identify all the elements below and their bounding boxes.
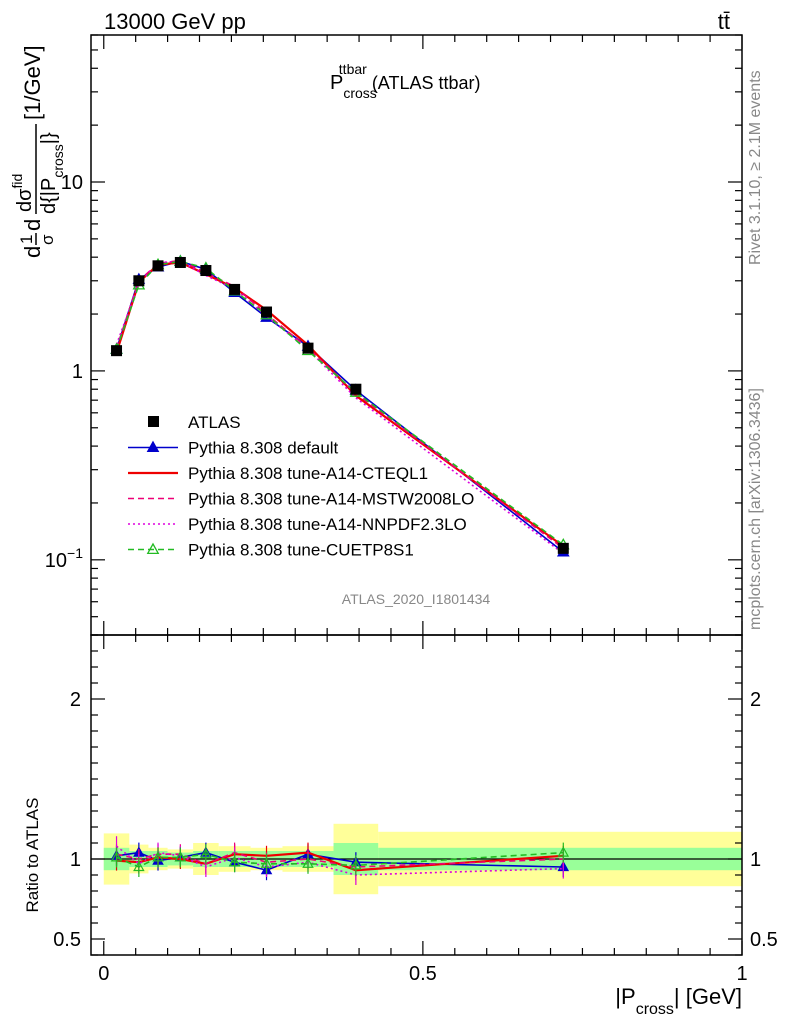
svg-text:1: 1	[17, 235, 36, 244]
legend-marker-data	[148, 416, 159, 427]
ratio-line-2	[116, 851, 564, 868]
legend-marker-4	[146, 542, 160, 554]
ratio-line-3	[116, 845, 564, 876]
legend-label-2: Pythia 8.308 tune-A14-MSTW2008LO	[188, 490, 474, 509]
ratio-y-tick-label-right-0: 0.5	[750, 929, 778, 951]
ratio-marker-4-9	[557, 846, 570, 857]
svg-text:dσfid: dσfid	[9, 174, 36, 212]
svg-text:d: d	[20, 219, 45, 231]
ratio-y-tick-label-left-0: 0.5	[53, 929, 81, 951]
legend-label-3: Pythia 8.308 tune-A14-NNPDF2.3LO	[188, 515, 467, 534]
x-tick-label-0: 0	[98, 963, 109, 985]
ratio-y-tick-label-left-2: 2	[70, 689, 81, 711]
ratio-marker-4-5	[228, 855, 241, 867]
ratio-marker-4-3	[174, 851, 187, 862]
legend-label-data: ATLAS	[188, 413, 241, 432]
ratio-line-4	[116, 851, 564, 868]
data-point-7	[302, 342, 314, 354]
ratio-panel: 0 0.5 10.5 0.51 12 2	[53, 35, 778, 985]
svg-text:[1/GeV]: [1/GeV]	[20, 45, 45, 120]
data-point-2	[152, 260, 164, 272]
ratio-marker-4-4	[200, 847, 212, 859]
main-y-tick-label-0: 10−1	[45, 545, 83, 572]
legend: ATLAS Pythia 8.308 default Pythia 8.308 tu…	[128, 413, 474, 560]
ratio-y-tick-label-right-1: 1	[750, 849, 761, 871]
ratio-y-axis-label: Ratio to ATLAS	[23, 798, 42, 913]
ratio-y-tick-label-right-2: 2	[750, 689, 761, 711]
ratio-marker-4-1	[133, 860, 145, 872]
ratio-frame	[90, 634, 743, 956]
final-state-label: tt̄	[718, 9, 730, 34]
ratio-line-1	[116, 851, 564, 872]
rivet-version-label: Rivet 3.1.10, ≥ 2.1M events	[747, 70, 764, 265]
process-label: 13000 GeV pp	[104, 9, 246, 34]
legend-label-4: Pythia 8.308 tune-CUETP8S1	[188, 541, 414, 560]
series-line-4	[115, 260, 564, 546]
mcplots-label: mcplots.cern.ch [arXiv:1306.3436]	[747, 388, 764, 630]
svg-text:σ: σ	[38, 234, 57, 245]
data-point-8	[350, 383, 362, 395]
x-tick-label-2: 1	[736, 963, 747, 985]
data-point-0	[111, 345, 123, 357]
main-panel: 10−1 1 10	[45, 34, 743, 649]
legend-label-0: Pythia 8.308 default	[188, 439, 339, 458]
data-point-3	[174, 256, 186, 268]
ratio-marker-4-2	[152, 851, 164, 862]
svg-text:d{|Pcross|}: d{|Pcross|}	[38, 132, 66, 214]
legend-label-1: Pythia 8.308 tune-A14-CTEQL1	[188, 464, 428, 483]
ratio-y-tick-label-left-1: 1	[70, 849, 81, 871]
main-y-tick-label-2: 10	[61, 172, 83, 194]
svg-text:d: d	[20, 246, 45, 258]
data-point-4	[200, 265, 212, 277]
x-tick-label-1: 0.5	[409, 963, 437, 985]
data-point-1	[133, 275, 145, 287]
main-y-tick-label-1: 1	[72, 361, 83, 383]
data-point-9	[557, 542, 569, 554]
legend-marker-0	[146, 440, 160, 453]
main-y-axis-label: d 1 σ d dσfid d{|Pcross|} [1/GeV]	[9, 45, 66, 258]
x-axis-label: |Pcross| [GeV]	[615, 984, 742, 1018]
ratio-marker-4-0	[110, 851, 123, 862]
data-point-6	[261, 306, 273, 318]
data-point-5	[229, 283, 241, 295]
ratio-marker-4-8	[350, 859, 362, 870]
analysis-watermark: ATLAS_2020_I1801434	[342, 591, 491, 607]
ratio-marker-4-7	[302, 857, 314, 868]
plot-title: Pcrossttbar (ATLAS ttbar)	[330, 61, 481, 101]
series-line-3	[115, 260, 564, 555]
series-line-1	[115, 261, 564, 548]
ratio-marker-4-6	[260, 857, 273, 868]
